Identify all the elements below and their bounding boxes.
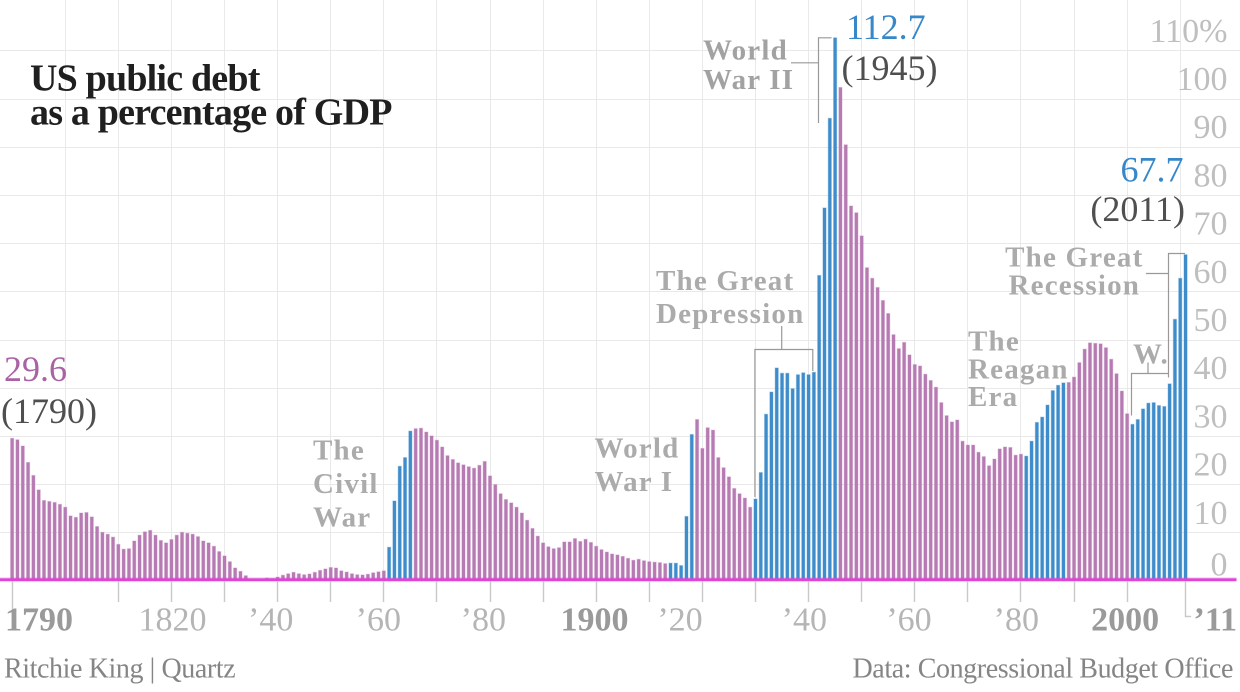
svg-text:The Great: The Great [656,265,794,297]
svg-text:20: 20 [1194,447,1228,484]
svg-text:70: 70 [1194,206,1228,243]
svg-text:Ritchie King | Quartz: Ritchie King | Quartz [4,654,235,685]
svg-text:Reagan: Reagan [968,353,1069,385]
svg-text:90: 90 [1194,109,1228,146]
svg-text:(2011): (2011) [1090,189,1185,229]
svg-text:War I: War I [595,466,674,498]
svg-text:(1945): (1945) [842,48,938,88]
svg-text:The: The [968,326,1020,358]
svg-text:The Great: The Great [1005,242,1143,274]
svg-text:’60: ’60 [356,602,401,639]
svg-text:(1790): (1790) [1,391,97,431]
svg-text:World: World [595,433,680,465]
svg-text:100: 100 [1177,61,1228,98]
svg-text:World: World [703,35,788,67]
svg-text:The: The [313,435,365,467]
svg-text:Civil: Civil [313,468,379,500]
svg-text:W.: W. [1133,339,1169,371]
svg-text:29.6: 29.6 [4,349,67,389]
svg-text:’20: ’20 [657,602,702,639]
svg-text:110%: 110% [1149,13,1227,50]
svg-text:’40: ’40 [248,602,293,639]
svg-text:67.7: 67.7 [1121,150,1184,190]
svg-text:Depression: Depression [656,298,804,330]
svg-text:80: 80 [1194,157,1228,194]
svg-text:’60: ’60 [886,602,931,639]
svg-text:60: 60 [1194,254,1228,291]
svg-text:2000: 2000 [1091,602,1159,639]
svg-text:’40: ’40 [782,602,827,639]
svg-text:1790: 1790 [5,602,73,639]
svg-text:’11: ’11 [1194,602,1237,639]
svg-text:0: 0 [1211,547,1228,584]
svg-text:Data: Congressional Budget Off: Data: Congressional Budget Office [852,654,1233,685]
svg-text:War II: War II [703,64,794,96]
svg-text:1820: 1820 [139,602,207,639]
svg-text:30: 30 [1194,398,1228,435]
svg-text:10: 10 [1194,495,1228,532]
svg-text:Recession: Recession [1008,270,1140,302]
svg-text:War: War [313,502,371,534]
svg-text:’80: ’80 [994,602,1039,639]
svg-text:US public debt: US public debt [30,57,261,99]
svg-text:50: 50 [1194,302,1228,339]
svg-text:1900: 1900 [561,602,629,639]
svg-text:40: 40 [1194,350,1228,387]
svg-text:112.7: 112.7 [846,7,926,47]
svg-text:’80: ’80 [461,602,506,639]
svg-text:Era: Era [968,381,1018,413]
svg-text:as a percentage of GDP: as a percentage of GDP [30,91,392,133]
